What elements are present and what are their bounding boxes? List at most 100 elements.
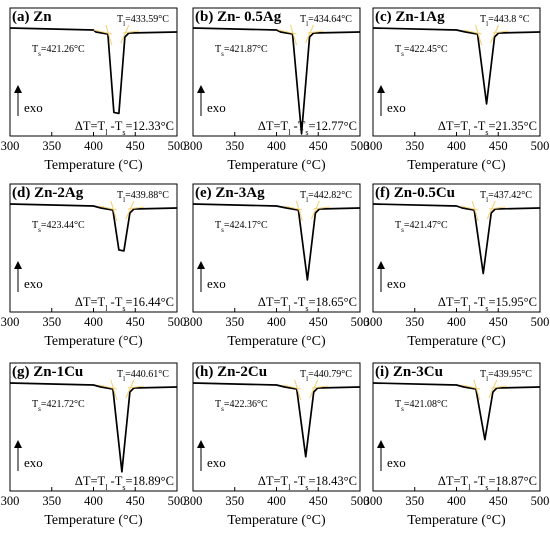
plot-frame [9, 183, 178, 313]
liquidus-label: Tl=440.61°C [117, 369, 169, 383]
x-tick-label: 350 [225, 139, 244, 153]
x-tick-label: 400 [447, 315, 466, 329]
end-baseline-tangent [122, 30, 139, 34]
x-tick-label: 350 [225, 315, 244, 329]
panel-title: (f) Zn-0.5Cu [375, 185, 455, 201]
x-tick-label: 450 [309, 139, 328, 153]
delta-t-label: ΔT=Tl -Ts=18.87°C [438, 474, 537, 492]
end-tangent [488, 379, 498, 399]
x-tick-label: 450 [489, 315, 508, 329]
x-tick-label: 350 [225, 494, 244, 508]
onset-tangent-steep [290, 24, 298, 46]
x-tick-label: 500 [168, 139, 187, 153]
exo-label: exo [207, 276, 226, 291]
dsc-trace [192, 382, 361, 458]
onset-tangent-steep [294, 379, 302, 401]
liquidus-label: Tl=433.59°C [117, 14, 169, 28]
end-tangent [486, 200, 496, 220]
x-tick-label: 350 [42, 315, 61, 329]
x-tick-label: 400 [84, 139, 103, 153]
x-tick-label: 300 [184, 315, 203, 329]
liquidus-label: Tl=439.88°C [117, 190, 169, 204]
dsc-trace [192, 203, 361, 281]
x-axis-title: Temperature (°C) [44, 513, 143, 528]
plot-frame [372, 183, 541, 313]
x-tick-label: 500 [351, 139, 370, 153]
liquidus-label: Tl=437.42°C [480, 190, 532, 204]
end-baseline-tangent [127, 385, 144, 389]
dsc-panel: 300 350 400 450 500 Temperature (°C) (f) Zn-0.… [364, 183, 550, 349]
end-tangent [120, 24, 130, 44]
delta-t-label: ΔT=Tl -Ts=12.77°C [258, 119, 357, 137]
x-tick-label: 300 [364, 494, 383, 508]
x-tick-label: 500 [531, 315, 550, 329]
exo-arrow-head [14, 440, 22, 448]
x-tick-label: 400 [267, 139, 286, 153]
end-baseline-tangent [311, 385, 328, 389]
solidus-label: Ts=421.47°C [395, 220, 448, 234]
onset-tangent-steep [473, 379, 481, 401]
dsc-panel: 300 350 400 450 500 Temperature (°C) (g) Zn-1C… [1, 362, 187, 528]
x-tick-label: 300 [184, 494, 203, 508]
solidus-label: Ts=421.87°C [215, 44, 268, 58]
end-baseline-tangent [489, 206, 506, 210]
plot-frame [192, 183, 361, 313]
x-tick-label: 500 [531, 139, 550, 153]
x-tick-label: 400 [447, 139, 466, 153]
exo-arrow-head [197, 440, 205, 448]
exo-label: exo [387, 100, 406, 115]
x-axis-title: Temperature (°C) [407, 334, 506, 349]
dsc-panel: 300 350 400 450 500 Temperature (°C) (a) Zn Tl=… [1, 7, 187, 173]
dsc-panel: 300 350 400 450 500 Temperature (°C) (d) Zn-2A… [1, 183, 187, 349]
plot-frame [372, 362, 541, 492]
dsc-panel: 300 350 400 450 500 Temperature (°C) (c) Zn-1A… [364, 7, 550, 173]
dsc-trace [372, 27, 541, 105]
end-baseline-tangent [307, 30, 324, 34]
x-tick-label: 400 [267, 494, 286, 508]
x-tick-label: 500 [168, 315, 187, 329]
plot-frame [192, 7, 361, 137]
end-tangent [310, 200, 320, 220]
exo-arrow-head [14, 261, 22, 269]
x-tick-label: 300 [1, 139, 20, 153]
onset-tangent-steep [110, 200, 118, 222]
plot-frame [9, 362, 178, 492]
dsc-trace [192, 27, 361, 135]
exo-arrow-head [14, 85, 22, 93]
end-tangent [125, 200, 135, 220]
plot-frame [192, 362, 361, 492]
solidus-label: Ts=422.36°C [215, 399, 268, 413]
onset-tangent-steep [110, 379, 118, 401]
solidus-label: Ts=421.26°C [32, 44, 85, 58]
dsc-panel: 300 350 400 450 500 Temperature (°C) (i) Zn-3C… [364, 362, 550, 528]
x-tick-label: 450 [126, 494, 145, 508]
delta-t-label: ΔT=Tl -Ts=12.33°C [75, 119, 174, 137]
x-tick-label: 500 [168, 494, 187, 508]
panel-title: (e) Zn-3Ag [195, 185, 265, 201]
end-tangent [490, 24, 500, 44]
dsc-panel: 300 350 400 450 500 Temperature (°C) (b) Zn- 0… [184, 7, 370, 173]
exo-label: exo [207, 100, 226, 115]
x-tick-label: 400 [84, 494, 103, 508]
onset-tangent-steep [471, 200, 479, 222]
x-axis-title: Temperature (°C) [44, 334, 143, 349]
panel-title: (h) Zn-2Cu [195, 364, 267, 380]
delta-t-label: ΔT=Tl -Ts=21.35°C [438, 119, 537, 137]
x-tick-label: 450 [489, 139, 508, 153]
x-tick-label: 300 [364, 139, 383, 153]
x-tick-label: 350 [405, 315, 424, 329]
onset-tangent-steep [295, 200, 303, 222]
end-tangent [309, 379, 319, 399]
delta-t-label: ΔT=Tl -Ts=16.44°C [75, 295, 174, 313]
exo-arrow-head [197, 85, 205, 93]
x-tick-label: 500 [531, 494, 550, 508]
x-tick-label: 400 [84, 315, 103, 329]
panel-title: (g) Zn-1Cu [12, 364, 83, 380]
exo-label: exo [387, 276, 406, 291]
end-baseline-tangent [313, 206, 330, 210]
exo-label: exo [24, 455, 43, 470]
x-tick-label: 300 [364, 315, 383, 329]
panel-title: (a) Zn [12, 9, 52, 25]
x-tick-label: 500 [351, 494, 370, 508]
